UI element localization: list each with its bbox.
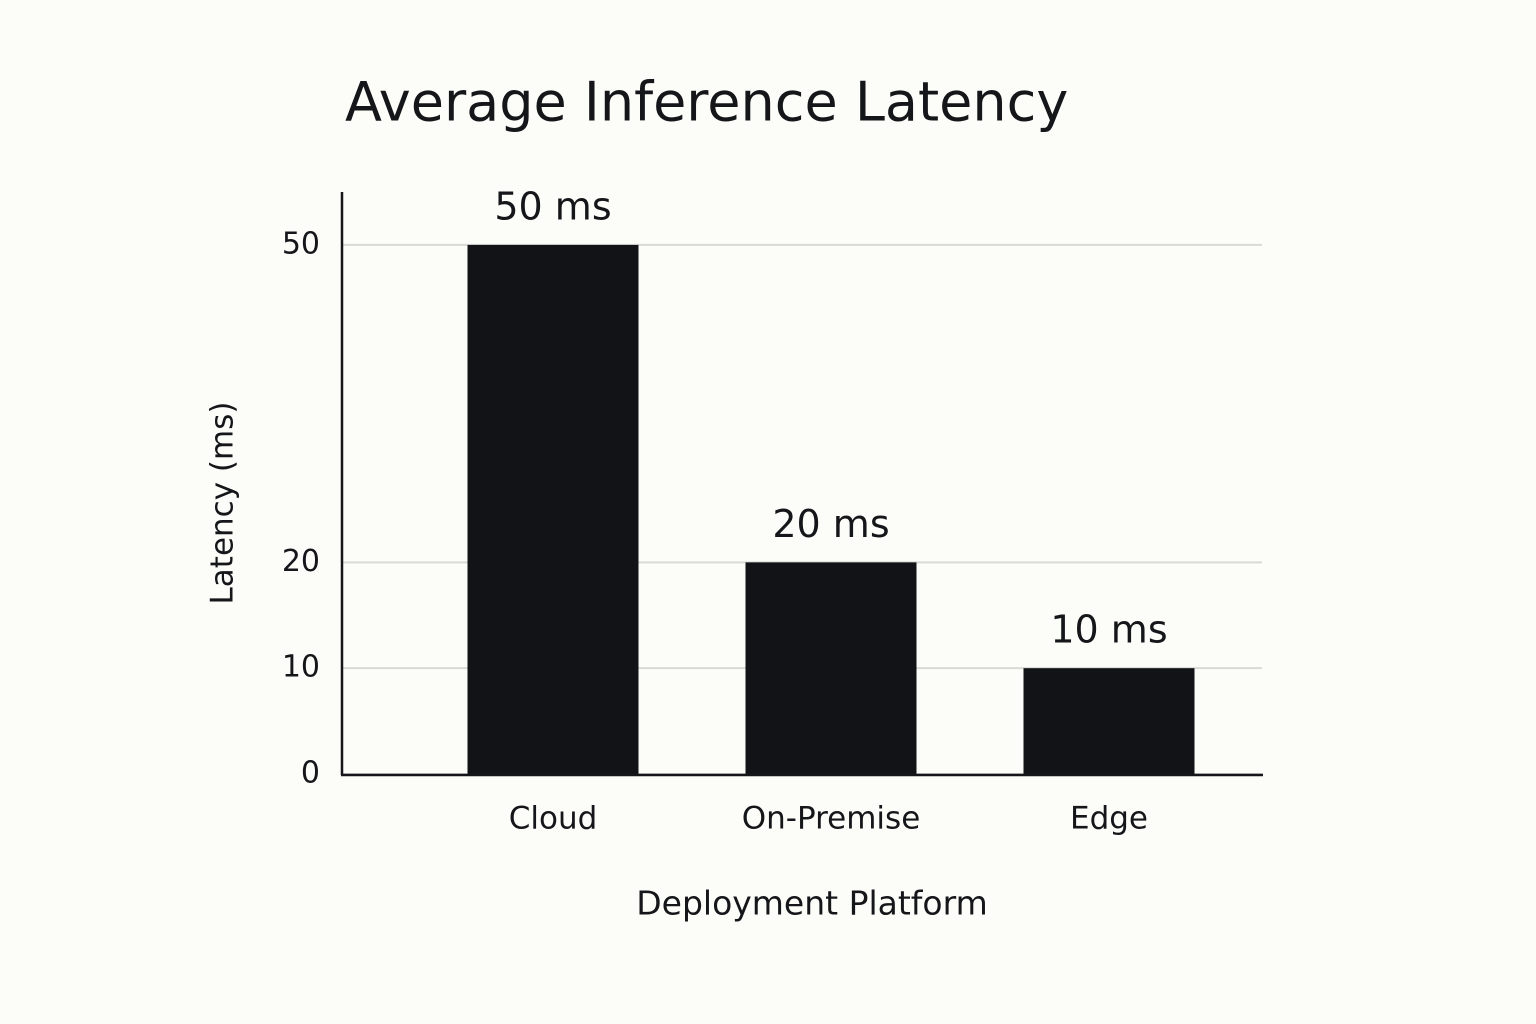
y-tick-label: 0 <box>301 756 320 791</box>
bar <box>467 244 639 775</box>
y-tick-label: 50 <box>282 226 320 261</box>
x-axis-label: Deployment Platform <box>636 884 988 923</box>
value-label: 50 ms <box>494 184 611 228</box>
value-label: 20 ms <box>772 502 889 546</box>
x-tick-label: On-Premise <box>742 801 921 837</box>
bar <box>745 562 917 774</box>
y-tick-label: 10 <box>282 650 320 685</box>
chart-title: Average Inference Latency <box>345 71 1068 134</box>
x-tick-label: Cloud <box>509 801 598 837</box>
y-tick-label: 20 <box>282 544 320 579</box>
bar <box>1023 668 1195 774</box>
value-label: 10 ms <box>1050 608 1167 652</box>
y-axis-label: Latency (ms) <box>205 402 241 605</box>
marks: Cloud 50 ms On-Premise 20 ms Edge 10 ms <box>467 184 1195 837</box>
x-tick-label: Edge <box>1070 801 1148 837</box>
